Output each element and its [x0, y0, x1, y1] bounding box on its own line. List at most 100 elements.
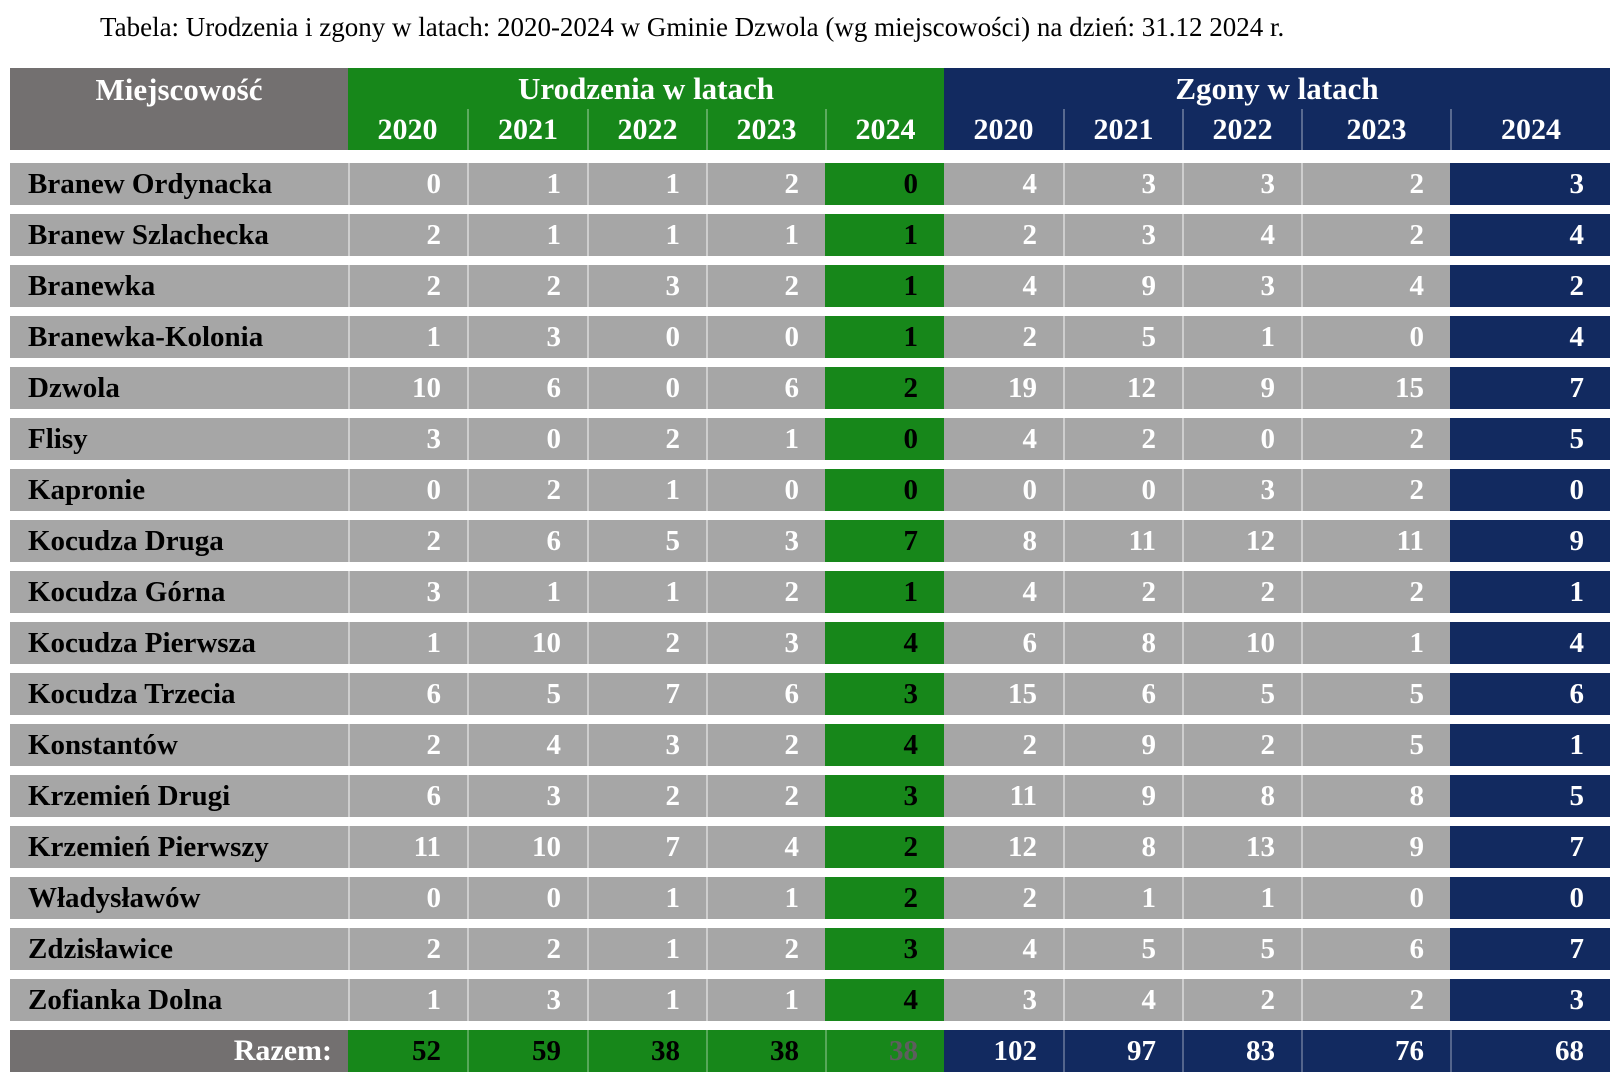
- deaths-value-cell: 8: [944, 520, 1063, 562]
- deaths-value-cell: 15: [1301, 367, 1450, 409]
- births-value-cell: 3: [825, 673, 944, 715]
- births-value-cell: 2: [467, 469, 587, 511]
- births-value-cell: 1: [825, 571, 944, 613]
- totals-births-cell: 38: [587, 1030, 706, 1072]
- locality-cell: Kocudza Druga: [10, 520, 348, 562]
- deaths-value-cell: 2: [1301, 214, 1450, 256]
- data-row: Krzemień Pierwszy 11 10 7 4 2 12 8 13 9 7: [10, 826, 1610, 868]
- locality-cell: Władysławów: [10, 877, 348, 919]
- deaths-value-cell: 0: [1301, 877, 1450, 919]
- deaths-value-cell: 3: [1182, 469, 1301, 511]
- deaths-value-cell: 19: [944, 367, 1063, 409]
- deaths-value-cell: 1: [1301, 622, 1450, 664]
- births-value-cell: 1: [587, 214, 706, 256]
- deaths-value-cell: 6: [1063, 673, 1182, 715]
- births-value-cell: 1: [706, 979, 825, 1021]
- births-value-cell: 1: [587, 928, 706, 970]
- births-value-cell: 2: [348, 724, 467, 766]
- births-value-cell: 4: [467, 724, 587, 766]
- births-value-cell: 1: [467, 214, 587, 256]
- data-row: Zofianka Dolna 1 3 1 1 4 3 4 2 2 3: [10, 979, 1610, 1021]
- deaths-value-cell: 4: [1450, 316, 1610, 358]
- data-row: Konstantów 2 4 3 2 4 2 9 2 5 1: [10, 724, 1610, 766]
- deaths-value-cell: 6: [1301, 928, 1450, 970]
- births-value-cell: 3: [467, 775, 587, 817]
- deaths-value-cell: 4: [944, 265, 1063, 307]
- births-value-cell: 1: [825, 316, 944, 358]
- deaths-value-cell: 15: [944, 673, 1063, 715]
- births-value-cell: 3: [825, 928, 944, 970]
- deaths-value-cell: 8: [1063, 622, 1182, 664]
- data-row: Kapronie 0 2 1 0 0 0 0 3 2 0: [10, 469, 1610, 511]
- header-births-group: Urodzenia w latach: [348, 68, 944, 109]
- locality-cell: Krzemień Drugi: [10, 775, 348, 817]
- locality-cell: Kocudza Górna: [10, 571, 348, 613]
- births-value-cell: 3: [825, 775, 944, 817]
- deaths-value-cell: 9: [1063, 724, 1182, 766]
- deaths-value-cell: 13: [1182, 826, 1301, 868]
- deaths-value-cell: 4: [1063, 979, 1182, 1021]
- births-value-cell: 3: [706, 622, 825, 664]
- deaths-value-cell: 5: [1063, 316, 1182, 358]
- deaths-value-cell: 4: [944, 928, 1063, 970]
- data-row: Branewka 2 2 3 2 1 4 9 3 4 2: [10, 265, 1610, 307]
- births-value-cell: 2: [467, 928, 587, 970]
- locality-cell: Dzwola: [10, 367, 348, 409]
- deaths-value-cell: 1: [1450, 571, 1610, 613]
- deaths-value-cell: 3: [1450, 163, 1610, 205]
- deaths-value-cell: 5: [1450, 418, 1610, 460]
- data-row: Zdzisławice 2 2 1 2 3 4 5 5 6 7: [10, 928, 1610, 970]
- header-year-births: 2024: [825, 109, 944, 150]
- births-value-cell: 6: [467, 367, 587, 409]
- deaths-value-cell: 4: [1182, 214, 1301, 256]
- header-year-births: 2023: [706, 109, 825, 150]
- deaths-value-cell: 5: [1182, 673, 1301, 715]
- deaths-value-cell: 2: [944, 877, 1063, 919]
- totals-births-cell: 38: [825, 1030, 944, 1072]
- births-value-cell: 0: [467, 877, 587, 919]
- births-value-cell: 3: [587, 724, 706, 766]
- births-value-cell: 1: [587, 877, 706, 919]
- deaths-value-cell: 5: [1301, 673, 1450, 715]
- deaths-value-cell: 2: [944, 724, 1063, 766]
- births-value-cell: 1: [467, 163, 587, 205]
- births-value-cell: 6: [467, 520, 587, 562]
- locality-cell: Konstantów: [10, 724, 348, 766]
- data-row: Flisy 3 0 2 1 0 4 2 0 2 5: [10, 418, 1610, 460]
- births-value-cell: 5: [587, 520, 706, 562]
- births-value-cell: 2: [467, 265, 587, 307]
- deaths-value-cell: 6: [944, 622, 1063, 664]
- locality-cell: Zdzisławice: [10, 928, 348, 970]
- deaths-value-cell: 4: [1450, 214, 1610, 256]
- deaths-value-cell: 8: [1063, 826, 1182, 868]
- data-table: Miejscowość Urodzenia w latach Zgony w l…: [10, 68, 1610, 1072]
- births-value-cell: 1: [467, 571, 587, 613]
- deaths-value-cell: 2: [1301, 571, 1450, 613]
- deaths-value-cell: 11: [1063, 520, 1182, 562]
- births-value-cell: 10: [348, 367, 467, 409]
- births-value-cell: 1: [587, 979, 706, 1021]
- births-value-cell: 4: [706, 826, 825, 868]
- table-header: Miejscowość Urodzenia w latach Zgony w l…: [10, 68, 1610, 150]
- births-value-cell: 1: [587, 571, 706, 613]
- deaths-value-cell: 12: [1063, 367, 1182, 409]
- locality-cell: Kocudza Trzecia: [10, 673, 348, 715]
- births-value-cell: 0: [706, 469, 825, 511]
- births-value-cell: 3: [467, 979, 587, 1021]
- deaths-value-cell: 12: [944, 826, 1063, 868]
- births-value-cell: 10: [467, 826, 587, 868]
- births-value-cell: 6: [706, 673, 825, 715]
- locality-cell: Zofianka Dolna: [10, 979, 348, 1021]
- births-value-cell: 6: [348, 775, 467, 817]
- deaths-value-cell: 8: [1301, 775, 1450, 817]
- locality-cell: Krzemień Pierwszy: [10, 826, 348, 868]
- deaths-value-cell: 2: [1182, 724, 1301, 766]
- data-row: Kocudza Druga 2 6 5 3 7 8 11 12 11 9: [10, 520, 1610, 562]
- deaths-value-cell: 2: [1063, 571, 1182, 613]
- locality-cell: Kocudza Pierwsza: [10, 622, 348, 664]
- deaths-value-cell: 11: [1301, 520, 1450, 562]
- deaths-value-cell: 2: [1301, 163, 1450, 205]
- data-row: Branew Ordynacka 0 1 1 2 0 4 3 3 2 3: [10, 163, 1610, 205]
- births-value-cell: 0: [348, 877, 467, 919]
- births-value-cell: 7: [587, 673, 706, 715]
